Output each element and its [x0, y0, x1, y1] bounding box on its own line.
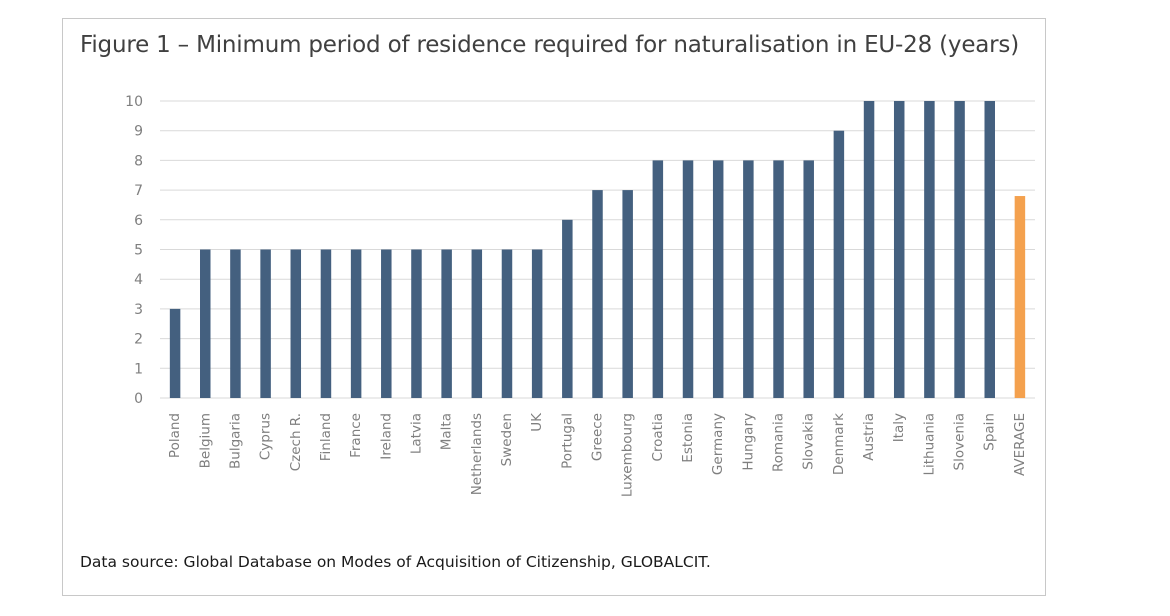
y-tick-label: 7	[134, 183, 143, 199]
y-tick-label: 10	[125, 94, 143, 110]
x-tick-label: Luxembourg	[620, 413, 636, 497]
bar-czech-r	[290, 249, 302, 398]
bar-netherlands	[471, 249, 483, 398]
bar-average	[1014, 196, 1026, 398]
bar-portugal	[562, 219, 573, 398]
x-tick-label: Sweden	[499, 413, 515, 466]
y-tick-label: 9	[134, 124, 143, 140]
x-tick-label: Hungary	[740, 413, 756, 471]
x-tick-label: Austria	[861, 413, 877, 461]
bar-romania	[773, 160, 784, 398]
y-tick-label: 4	[134, 272, 143, 288]
x-tick-label: France	[348, 413, 364, 458]
x-tick-label: Czech R.	[288, 413, 304, 471]
bar-denmark	[833, 130, 845, 398]
x-tick-label: Belgium	[197, 413, 213, 468]
y-tick-label: 2	[134, 332, 143, 348]
bar-poland	[169, 308, 181, 398]
bar-lithuania	[924, 101, 935, 398]
x-tick-label: Spain	[982, 413, 998, 451]
y-tick-label: 5	[134, 243, 143, 259]
bar-spain	[984, 101, 995, 398]
bar-greece	[592, 190, 603, 398]
x-tick-label: AVERAGE	[1012, 413, 1028, 476]
x-tick-label: Estonia	[680, 413, 696, 463]
y-tick-label: 1	[134, 361, 143, 377]
chart-title: Figure 1 – Minimum period of residence r…	[80, 32, 1019, 58]
x-tick-label: Germany	[710, 413, 726, 475]
bar-latvia	[411, 249, 422, 398]
bar-slovakia	[803, 160, 814, 398]
x-tick-label: Finland	[318, 413, 334, 461]
bar-italy	[893, 101, 905, 398]
bar-uk	[531, 249, 543, 398]
bar-sweden	[501, 249, 513, 398]
x-tick-label: Slovenia	[952, 413, 968, 470]
bar-belgium	[200, 249, 211, 398]
figure-frame	[62, 18, 1046, 596]
bar-luxembourg	[622, 190, 633, 398]
x-tick-label: Denmark	[831, 413, 847, 475]
y-tick-label: 3	[134, 302, 143, 318]
x-tick-label: Greece	[590, 413, 606, 461]
x-tick-label: Portugal	[559, 413, 575, 469]
bar-bulgaria	[230, 249, 241, 398]
bar-hungary	[743, 160, 754, 398]
bar-slovenia	[954, 101, 965, 398]
bar-germany	[712, 160, 724, 398]
bar-croatia	[652, 160, 664, 398]
x-tick-label: Poland	[167, 413, 183, 458]
x-axis-labels: Poland Belgium Bulgaria Cyprus Czech R. Finla…	[167, 412, 1028, 497]
x-tick-label: Croatia	[650, 413, 666, 462]
bar-cyprus	[260, 249, 271, 398]
x-tick-label: Latvia	[408, 413, 424, 454]
bar-malta	[441, 249, 452, 398]
y-tick-label: 6	[134, 213, 143, 229]
x-tick-label: Lithuania	[921, 413, 937, 476]
x-tick-label: UK	[529, 412, 545, 432]
y-tick-label: 0	[134, 391, 143, 407]
y-axis-ticks: 0 1 2 3 4 5 6 7 8 9 10	[125, 94, 143, 407]
data-source-note: Data source: Global Database on Modes of…	[80, 553, 711, 571]
bar-france	[350, 249, 362, 398]
x-tick-label: Cyprus	[258, 413, 274, 460]
x-tick-label: Bulgaria	[227, 413, 243, 469]
x-tick-label: Malta	[439, 413, 455, 450]
bar-finland	[320, 249, 332, 398]
x-tick-label: Slovakia	[801, 413, 817, 470]
bar-ireland	[381, 249, 392, 398]
x-tick-label: Netherlands	[469, 413, 485, 495]
x-tick-label: Ireland	[378, 413, 394, 460]
bars	[169, 101, 1026, 398]
bar-austria	[863, 101, 875, 398]
x-tick-label: Romania	[771, 413, 787, 472]
y-tick-label: 8	[134, 153, 143, 169]
x-tick-label: Italy	[891, 413, 907, 442]
bar-estonia	[682, 160, 694, 398]
